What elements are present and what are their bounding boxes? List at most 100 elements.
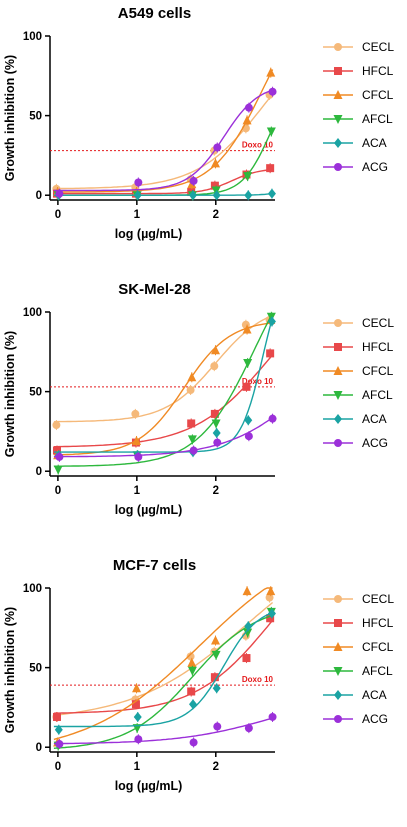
data-point [187,435,197,445]
series-aca [53,188,276,201]
legend-marker [334,67,342,75]
x-tick-label: 2 [213,209,219,221]
data-point [244,415,253,426]
y-tick-label: 0 [36,742,42,754]
data-point [189,446,198,455]
data-point [134,735,143,744]
series-aca [53,608,276,735]
series-curve [53,587,273,741]
data-point [266,586,276,596]
data-point [212,190,221,201]
chart-title: SK-Mel-28 [118,281,191,298]
data-point [187,372,197,382]
y-tick-label: 100 [23,583,42,595]
data-point [134,178,143,187]
legend-marker [334,619,342,627]
series-curve [53,619,274,714]
legend-marker [333,667,343,676]
data-point [242,382,251,391]
legend-item-afcl: AFCL [323,112,393,126]
series-cecl [52,314,274,431]
data-point [210,158,220,168]
data-point [53,465,63,475]
chart-panel-2: SK-Mel-28 0 50 100 0 1 2 log (µg/mL) Growth inhi… [3,281,394,517]
legend-item-acg: ACG [323,436,388,450]
legend-item-aca: ACA [323,136,387,150]
data-point [210,345,220,355]
data-point [244,190,253,201]
x-tick-label: 0 [55,761,61,773]
legend-marker [334,439,342,447]
legend-marker [334,163,342,171]
series-cfcl [53,586,276,748]
data-point [131,700,140,709]
y-tick-label: 0 [36,190,42,202]
series-curve [53,322,273,456]
data-point [210,635,220,645]
legend-marker [333,391,343,400]
legend-label: HFCL [362,616,394,630]
x-tick-label: 0 [55,209,61,221]
data-point [244,432,253,441]
legend-item-hfcl: HFCL [323,616,394,630]
data-point [267,608,276,619]
data-point [210,409,219,418]
series-curve [53,69,274,193]
legend-label: ACG [362,436,388,450]
legend-marker [334,43,342,51]
y-axis-label: Growth inhibition (%) [3,331,17,457]
series-afcl [53,311,276,475]
legend-item-cfcl: CFCL [323,640,394,654]
x-axis-label: log (µg/mL) [115,503,183,517]
data-point [52,712,61,721]
y-tick-label: 100 [23,31,42,43]
data-point [266,349,275,358]
y-axis-label: Growth inhibition (%) [3,607,17,733]
series-curve [53,417,274,458]
data-point [266,164,275,173]
y-tick-label: 50 [29,663,42,675]
data-point [268,712,277,721]
data-point [268,414,277,423]
data-point [187,419,196,428]
data-point [266,312,276,322]
data-point [266,127,276,137]
chart-title: A549 cells [118,5,191,22]
x-tick-label: 0 [55,485,61,497]
data-point [186,386,195,395]
chart-panel-1: A549 cells 0 50 100 0 1 2 log (µg/mL) Growth inh… [3,5,394,241]
data-point [189,190,198,201]
data-point [213,438,222,447]
x-tick-label: 1 [134,761,141,773]
legend-label: AFCL [362,112,393,126]
data-point [55,452,64,461]
x-tick-label: 2 [213,761,219,773]
y-axis-label: Growth inhibition (%) [3,55,17,181]
data-point [187,687,196,696]
legend-label: ACA [362,136,387,150]
legend-item-acg: ACG [323,712,388,726]
y-tick-label: 50 [29,111,42,123]
data-point [131,409,140,418]
legend-marker [333,115,343,124]
series-curve [53,168,273,195]
data-point [211,186,221,196]
legend-item-cecl: CECL [323,316,394,330]
series-aca [53,316,276,461]
data-point [242,324,252,334]
data-point [133,711,142,722]
data-point [189,699,198,710]
x-tick-label: 1 [134,485,141,497]
series-curve [53,89,273,192]
series-hfcl [52,348,275,456]
data-point [54,724,63,735]
legend-marker [334,319,342,327]
x-axis-label: log (µg/mL) [115,227,183,241]
series-cfcl [53,314,276,461]
legend-item-afcl: AFCL [323,664,393,678]
data-point [133,190,142,201]
data-point [267,316,276,327]
legend-item-cecl: CECL [323,592,394,606]
data-point [242,586,252,596]
series-curve [53,611,273,728]
